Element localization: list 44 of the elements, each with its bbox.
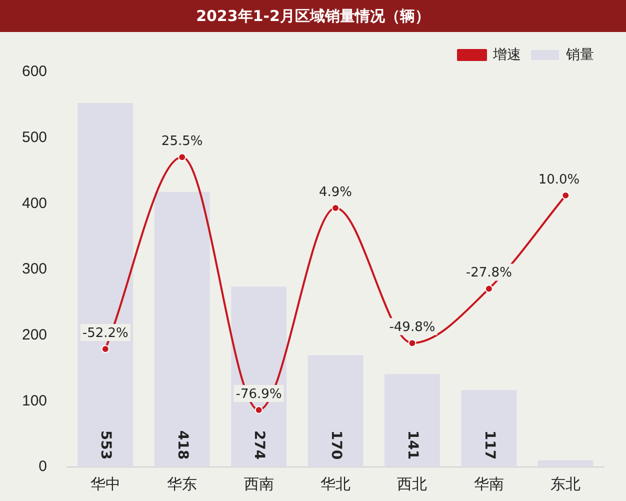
x-tick-label: 西南	[244, 476, 274, 494]
data-label: -49.8%	[389, 320, 436, 335]
point	[178, 153, 186, 162]
point	[332, 204, 340, 212]
x-tick-label: 华南	[474, 476, 504, 494]
data-label: -27.8%	[466, 266, 512, 281]
y-tick-label: 100	[22, 392, 48, 410]
data-label: 4.9%	[319, 184, 352, 200]
y-tick-label: 200	[22, 326, 48, 344]
y-tick-label: 0	[38, 458, 48, 476]
bar	[154, 192, 210, 467]
point	[562, 191, 570, 200]
point	[484, 284, 493, 293]
point	[254, 406, 263, 414]
x-tick-label: 华北	[320, 476, 351, 494]
bar	[384, 374, 440, 467]
data-label: 553	[98, 430, 114, 460]
bar	[461, 390, 517, 467]
legend-label: 增速	[492, 46, 521, 62]
bar	[78, 102, 134, 467]
data-label: 274	[251, 430, 268, 460]
data-label: 170	[328, 430, 344, 460]
y-tick-label: 300	[22, 260, 48, 278]
x-tick-label: 华东	[167, 476, 198, 494]
data-label: -52.2%	[82, 326, 128, 341]
bar	[231, 286, 287, 467]
data-label: 117	[481, 430, 498, 460]
legend-label: 销量	[565, 46, 594, 62]
y-tick-label: 400	[22, 194, 48, 212]
point	[408, 339, 416, 348]
chart-title: 2023年1-2月区域销量情况（辆）	[0, 0, 626, 32]
data-label: 25.5%	[161, 134, 203, 150]
bar	[308, 355, 364, 467]
point	[101, 344, 110, 353]
y-tick-label: 600	[22, 63, 48, 80]
y-tick-label: 500	[22, 128, 48, 146]
bar	[538, 460, 594, 467]
x-tick-label: 西北	[397, 476, 428, 494]
data-label: -76.9%	[236, 386, 282, 402]
data-label: 418	[174, 430, 190, 460]
x-tick-label: 华中	[90, 476, 120, 494]
data-label: 10.0%	[538, 172, 580, 188]
x-tick-label: 东北	[550, 476, 581, 494]
data-label: 141	[404, 430, 421, 460]
